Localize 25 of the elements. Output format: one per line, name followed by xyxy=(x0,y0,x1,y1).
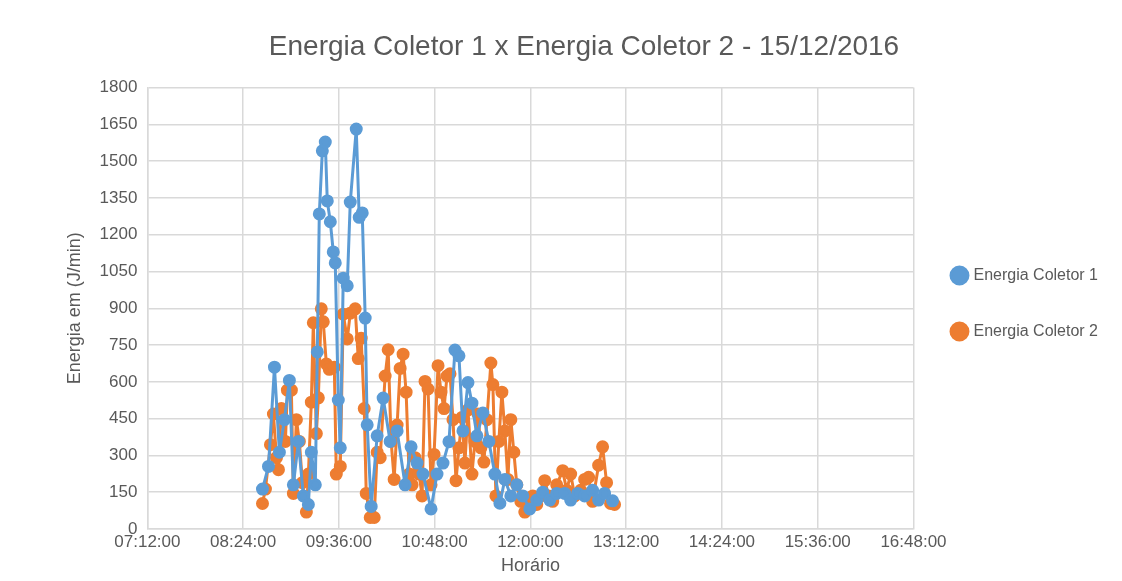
x-tick-label: 08:24:00 xyxy=(210,531,277,551)
x-tick-label: 15:36:00 xyxy=(784,531,851,551)
y-tick-label: 300 xyxy=(109,445,138,465)
y-tick-label: 1800 xyxy=(99,77,138,97)
x-tick-label: 13:12:00 xyxy=(593,531,660,551)
y-tick-label: 900 xyxy=(109,297,138,317)
legend-label: Energia Coletor 2 xyxy=(973,321,1099,339)
x-axis-title: Horário xyxy=(500,555,560,576)
y-tick-label: 1650 xyxy=(99,114,138,134)
y-tick-label: 1050 xyxy=(99,261,138,281)
x-tick-label: 12:00:00 xyxy=(497,531,564,551)
x-tick-label: 16:48:00 xyxy=(880,531,947,551)
y-tick-label: 450 xyxy=(109,408,138,428)
y-tick-label: 1350 xyxy=(99,187,138,207)
x-tick-label: 09:36:00 xyxy=(305,531,373,551)
y-axis-title: Energia em (J/min) xyxy=(63,232,84,385)
y-tick-label: 1200 xyxy=(99,224,138,244)
y-tick-label: 1500 xyxy=(99,150,138,170)
y-tick-label: 150 xyxy=(109,481,138,501)
y-tick-label: 750 xyxy=(109,334,138,354)
legend-label: Energia Coletor 1 xyxy=(973,265,1099,283)
x-tick-label: 14:24:00 xyxy=(688,531,756,551)
chart-title: Energia Coletor 1 x Energia Coletor 2 - 15/12/2016 xyxy=(268,29,900,61)
y-tick-label: 600 xyxy=(109,371,138,391)
x-tick-label: 10:48:00 xyxy=(401,531,468,551)
